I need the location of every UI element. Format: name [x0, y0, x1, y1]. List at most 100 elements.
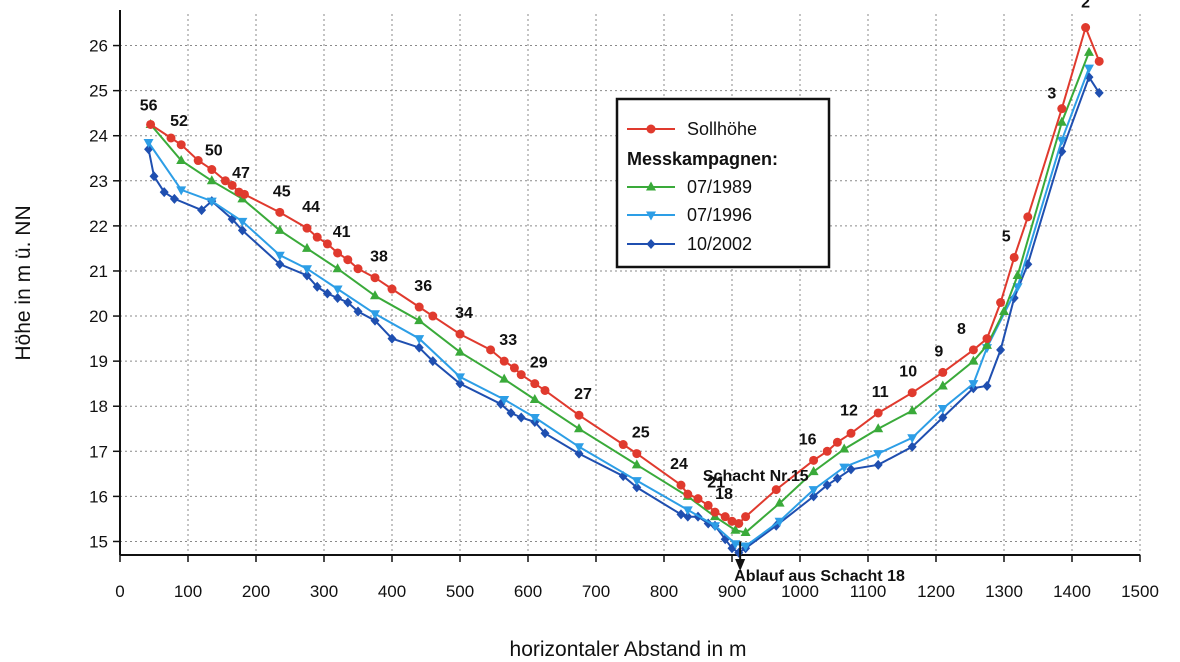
data-point	[938, 367, 948, 377]
data-point	[414, 315, 425, 325]
data-point	[873, 423, 884, 433]
annotation-label: 16	[799, 431, 817, 448]
data-point	[499, 356, 509, 366]
x-tick-label: 400	[378, 582, 406, 601]
data-point	[353, 306, 363, 317]
series-07-1996	[143, 64, 1094, 552]
data-point	[996, 344, 1006, 355]
legend-entry-label: Sollhöhe	[687, 119, 757, 139]
data-point	[740, 526, 751, 536]
data-point	[193, 156, 203, 166]
y-tick-label: 25	[89, 82, 108, 101]
legend-swatch-marker	[646, 181, 656, 191]
data-point	[274, 224, 285, 234]
x-tick-label: 200	[242, 582, 270, 601]
data-point	[938, 412, 948, 423]
data-point	[1081, 23, 1091, 33]
data-point	[237, 225, 247, 236]
data-point	[937, 380, 948, 390]
x-tick-label: 700	[582, 582, 610, 601]
data-point	[1056, 136, 1067, 146]
data-point	[176, 155, 187, 165]
data-point	[275, 259, 285, 270]
series-sollh-he	[146, 23, 1104, 528]
data-point	[414, 342, 424, 353]
data-point	[632, 482, 642, 493]
data-point	[839, 443, 850, 453]
data-point	[486, 345, 496, 355]
tick-labels: 0 100 200 300 400 500 600 700 800 900 1000 1100 1200…	[89, 37, 1159, 601]
data-point	[1084, 46, 1094, 56]
data-point	[333, 293, 343, 304]
data-point	[676, 480, 686, 490]
data-point	[332, 285, 343, 295]
data-point	[333, 248, 343, 258]
data-point	[846, 464, 856, 475]
data-point	[968, 355, 979, 365]
data-point	[574, 423, 584, 433]
x-tick-label: 1100	[850, 582, 887, 601]
data-point	[529, 413, 540, 423]
y-tick-label: 16	[89, 487, 108, 506]
data-point	[166, 133, 176, 143]
annotations: 5652504745444138363433292725242118Schach…	[140, 0, 1090, 585]
data-point	[302, 223, 312, 233]
y-axis-title: Höhe in m ü. NN	[12, 205, 35, 360]
data-point	[873, 450, 884, 460]
data-point	[370, 273, 380, 283]
data-point	[387, 333, 397, 344]
y-tick-label: 21	[89, 262, 108, 281]
data-point	[176, 186, 187, 196]
y-tick-label: 20	[89, 307, 108, 326]
data-point	[312, 281, 322, 292]
data-point	[414, 302, 424, 312]
data-point	[312, 232, 322, 242]
legend-swatch-marker	[646, 239, 656, 249]
data-point	[322, 288, 332, 299]
data-point	[683, 489, 693, 499]
annotation-label: 5	[1002, 228, 1011, 245]
annotation-label: 41	[333, 224, 351, 241]
data-point	[455, 346, 465, 356]
data-point	[822, 446, 832, 456]
annotation-label: 52	[170, 113, 188, 130]
data-point	[1023, 212, 1033, 222]
y-tick-label: 19	[89, 352, 108, 371]
data-point	[506, 407, 516, 418]
data-point	[207, 165, 217, 175]
x-tick-label: 800	[650, 582, 678, 601]
data-point	[968, 380, 979, 390]
annotation-label: 45	[273, 183, 291, 200]
annotation-label: 27	[574, 386, 592, 403]
x-tick-label: 600	[514, 582, 542, 601]
data-point	[516, 370, 526, 380]
x-tick-label: 1300	[985, 582, 1023, 601]
data-point	[455, 329, 465, 339]
data-point	[509, 363, 519, 373]
annotation-label: 8	[957, 321, 966, 338]
data-point	[239, 189, 249, 199]
data-point	[176, 140, 186, 150]
data-point	[907, 434, 918, 444]
annotation-label: 24	[670, 456, 688, 473]
y-tick-label: 23	[89, 172, 108, 191]
data-point	[808, 466, 819, 476]
data-point	[632, 449, 642, 459]
data-point	[982, 380, 992, 391]
x-tick-label: 1400	[1053, 582, 1091, 601]
data-point	[370, 310, 380, 320]
annotation-label: 38	[370, 249, 388, 266]
x-tick-label: 500	[446, 582, 474, 601]
data-point	[370, 290, 380, 300]
data-point	[220, 176, 230, 186]
legend-entry-label: 07/1989	[687, 177, 752, 197]
data-point	[322, 239, 332, 249]
annotation-label: 50	[205, 143, 223, 160]
data-point	[540, 385, 550, 395]
data-point	[809, 491, 819, 502]
data-point	[206, 175, 217, 185]
data-point	[618, 440, 628, 450]
data-point	[370, 315, 380, 326]
data-point	[839, 463, 850, 473]
